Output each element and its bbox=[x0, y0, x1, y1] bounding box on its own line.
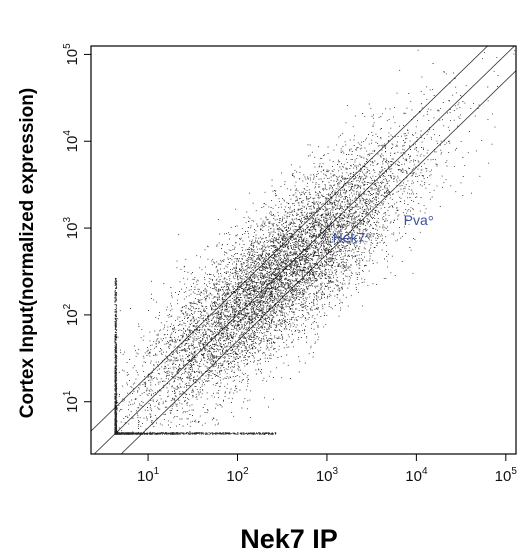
x-tick-label-4: 105 bbox=[495, 466, 518, 485]
y-axis: 101 102 103 104 105 bbox=[62, 43, 91, 413]
highlight-point-0 bbox=[366, 233, 371, 238]
x-tick-label-3: 104 bbox=[405, 466, 428, 485]
data-points bbox=[114, 49, 516, 435]
y-axis-title: Cortex Input(normalized expression) bbox=[17, 88, 38, 418]
y-tick-label-0: 101 bbox=[62, 390, 81, 413]
reference-line-1 bbox=[91, 46, 489, 432]
x-tick-label-2: 103 bbox=[316, 466, 339, 485]
y-tick-label-4: 105 bbox=[62, 43, 81, 66]
reference-line-0 bbox=[93, 46, 516, 454]
x-axis-title: Nek7 IP bbox=[240, 524, 338, 554]
plot-frame bbox=[90, 45, 517, 455]
highlight-point-1 bbox=[428, 215, 434, 221]
y-tick-label-2: 103 bbox=[62, 217, 81, 240]
highlight-label-0: Nek7 bbox=[333, 230, 366, 246]
x-tick-label-1: 102 bbox=[226, 466, 249, 485]
y-tick-label-3: 104 bbox=[62, 130, 81, 153]
y-tick-label-1: 102 bbox=[62, 303, 81, 326]
annotations: Nek7 Pva bbox=[333, 212, 434, 246]
scatter-points bbox=[114, 49, 516, 435]
highlight-label-1: Pva bbox=[404, 212, 428, 228]
x-axis: 101 102 103 104 105 bbox=[137, 454, 517, 485]
x-tick-label-0: 101 bbox=[137, 466, 160, 485]
